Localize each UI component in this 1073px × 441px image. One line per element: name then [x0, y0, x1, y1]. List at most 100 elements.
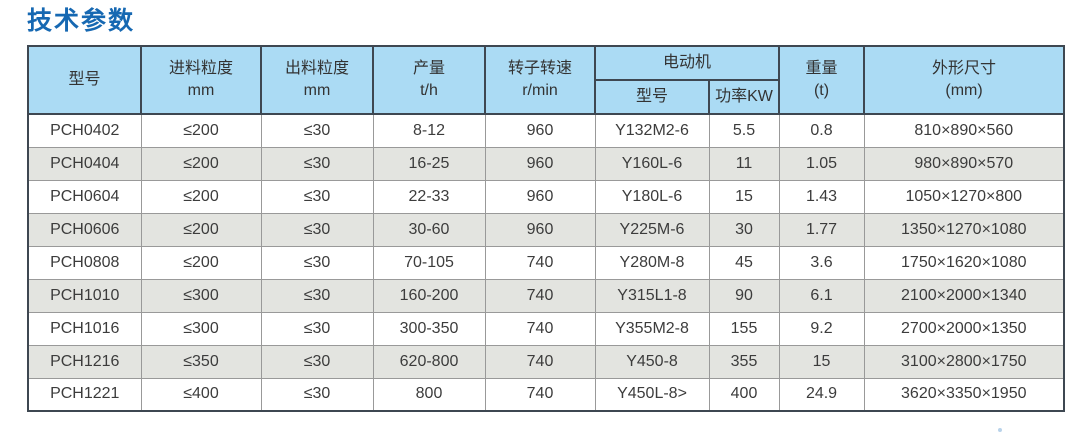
cell-motor-model: Y355M2-8: [594, 311, 710, 346]
col-header-motor-power: 功率KW: [707, 79, 781, 115]
table-row: PCH0604 ≤200 ≤30 22-33 960 Y180L-6 15 1.43 1050×…: [27, 179, 1066, 214]
cell-discharge-size: ≤30: [260, 311, 374, 346]
cell-feed-size: ≤200: [140, 146, 262, 181]
feed-size-label: 进料粒度: [168, 60, 233, 78]
cell-motor-power: 355: [708, 344, 780, 379]
table-row: PCH1221 ≤400 ≤30 800 740 Y450L-8> 400 24.9 3620×…: [27, 377, 1066, 412]
dimensions-label: 外形尺寸: [932, 60, 997, 78]
cell-dimensions: 810×890×560: [863, 113, 1066, 148]
cell-rotor-speed: 740: [484, 344, 596, 379]
cell-model: PCH0604: [27, 179, 142, 214]
cell-capacity: 620-800: [372, 344, 486, 379]
col-header-weight: 重量 (t): [778, 45, 866, 115]
cell-rotor-speed: 960: [484, 179, 596, 214]
cell-motor-power: 5.5: [708, 113, 780, 148]
cell-motor-model: Y132M2-6: [594, 113, 710, 148]
artifact-dot: [998, 428, 1002, 432]
cell-weight: 1.43: [778, 179, 865, 214]
cell-rotor-speed: 960: [484, 146, 596, 181]
cell-discharge-size: ≤30: [260, 278, 374, 313]
cell-rotor-speed: 960: [484, 113, 596, 148]
cell-feed-size: ≤400: [140, 377, 262, 412]
cell-weight: 1.05: [778, 146, 865, 181]
dimensions-unit: (mm): [945, 82, 983, 99]
col-header-dimensions: 外形尺寸 (mm): [863, 45, 1066, 115]
col-header-capacity: 产量 t/h: [372, 45, 486, 115]
discharge-size-unit: mm: [303, 82, 331, 99]
cell-capacity: 30-60: [372, 212, 486, 247]
table-row: PCH0402 ≤200 ≤30 8-12 960 Y132M2-6 5.5 0.8 810×8…: [27, 113, 1066, 148]
feed-size-unit: mm: [187, 82, 215, 99]
cell-motor-model: Y225M-6: [594, 212, 710, 247]
capacity-unit: t/h: [420, 82, 438, 99]
cell-motor-power: 400: [708, 377, 780, 412]
cell-motor-power: 30: [708, 212, 780, 247]
cell-dimensions: 1050×1270×800: [863, 179, 1066, 214]
table-body: PCH0402 ≤200 ≤30 8-12 960 Y132M2-6 5.5 0.8 810×8…: [27, 113, 1066, 412]
cell-rotor-speed: 740: [484, 278, 596, 313]
cell-rotor-speed: 740: [484, 245, 596, 280]
cell-model: PCH0808: [27, 245, 142, 280]
col-header-model-label: 型号: [68, 71, 101, 89]
cell-discharge-size: ≤30: [260, 113, 374, 148]
cell-motor-power: 90: [708, 278, 780, 313]
cell-feed-size: ≤200: [140, 212, 262, 247]
cell-model: PCH1216: [27, 344, 142, 379]
cell-feed-size: ≤200: [140, 245, 262, 280]
table-header: 型号 进料粒度 mm 出料粒度 mm 产量 t/h 转子转速 r/min: [27, 45, 1066, 115]
cell-model: PCH0404: [27, 146, 142, 181]
cell-rotor-speed: 960: [484, 212, 596, 247]
cell-capacity: 16-25: [372, 146, 486, 181]
cell-discharge-size: ≤30: [260, 212, 374, 247]
cell-model: PCH0402: [27, 113, 142, 148]
cell-feed-size: ≤200: [140, 179, 262, 214]
cell-discharge-size: ≤30: [260, 344, 374, 379]
cell-weight: 0.8: [778, 113, 865, 148]
cell-capacity: 22-33: [372, 179, 486, 214]
page-title: 技术参数: [27, 7, 136, 35]
cell-motor-model: Y180L-6: [594, 179, 710, 214]
col-header-feed-size: 进料粒度 mm: [140, 45, 262, 115]
discharge-size-label: 出料粒度: [284, 60, 349, 78]
cell-dimensions: 1750×1620×1080: [863, 245, 1066, 280]
cell-weight: 1.77: [778, 212, 865, 247]
cell-motor-power: 11: [708, 146, 780, 181]
cell-dimensions: 2100×2000×1340: [863, 278, 1066, 313]
cell-model: PCH1016: [27, 311, 142, 346]
cell-motor-model: Y315L1-8: [594, 278, 710, 313]
cell-rotor-speed: 740: [484, 311, 596, 346]
cell-capacity: 300-350: [372, 311, 486, 346]
cell-dimensions: 3620×3350×1950: [863, 377, 1066, 412]
cell-capacity: 8-12: [372, 113, 486, 148]
table-row: PCH0808 ≤200 ≤30 70-105 740 Y280M-8 45 3.6 1750×…: [27, 245, 1066, 280]
table-row: PCH0606 ≤200 ≤30 30-60 960 Y225M-6 30 1.77 1350×…: [27, 212, 1066, 247]
cell-dimensions: 3100×2800×1750: [863, 344, 1066, 379]
col-header-model: 型号: [27, 45, 142, 115]
cell-weight: 6.1: [778, 278, 865, 313]
cell-dimensions: 2700×2000×1350: [863, 311, 1066, 346]
cell-motor-model: Y450-8: [594, 344, 710, 379]
col-header-motor-model: 型号: [594, 79, 710, 115]
cell-motor-model: Y450L-8>: [594, 377, 710, 412]
cell-motor-power: 45: [708, 245, 780, 280]
cell-discharge-size: ≤30: [260, 146, 374, 181]
rotor-speed-unit: r/min: [522, 82, 558, 99]
col-header-motor-group: 电动机: [593, 45, 781, 81]
cell-motor-model: Y160L-6: [594, 146, 710, 181]
cell-weight: 3.6: [778, 245, 865, 280]
cell-model: PCH1010: [27, 278, 142, 313]
cell-capacity: 70-105: [372, 245, 486, 280]
cell-motor-power: 155: [708, 311, 780, 346]
cell-weight: 9.2: [778, 311, 865, 346]
weight-label: 重量: [805, 60, 838, 78]
cell-feed-size: ≤200: [140, 113, 262, 148]
cell-discharge-size: ≤30: [260, 245, 374, 280]
cell-feed-size: ≤350: [140, 344, 262, 379]
table-row: PCH1010 ≤300 ≤30 160-200 740 Y315L1-8 90 6.1 210…: [27, 278, 1066, 313]
cell-feed-size: ≤300: [140, 278, 262, 313]
cell-model: PCH0606: [27, 212, 142, 247]
capacity-label: 产量: [412, 60, 445, 78]
cell-rotor-speed: 740: [484, 377, 596, 412]
col-header-rotor-speed: 转子转速 r/min: [484, 45, 596, 115]
cell-capacity: 800: [372, 377, 486, 412]
